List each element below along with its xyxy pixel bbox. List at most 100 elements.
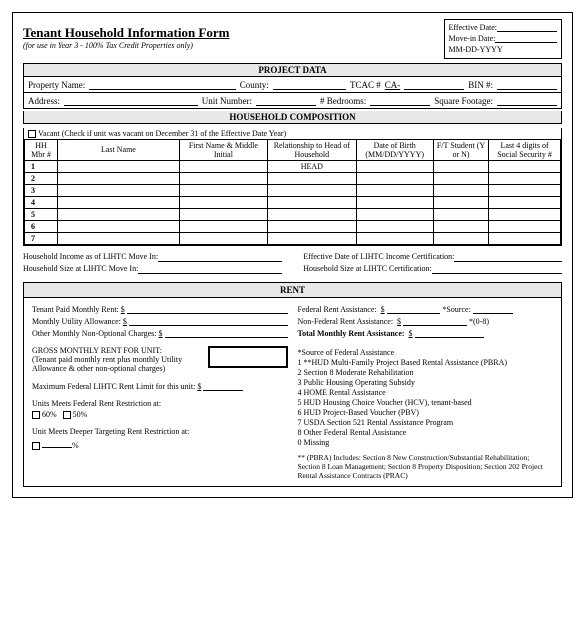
total-assist-field[interactable] bbox=[415, 328, 484, 338]
src-6: 6 HUD Project-Based Voucher (PBV) bbox=[298, 408, 554, 417]
cert-size-label: Household Size at LIHTC Certification: bbox=[303, 264, 431, 274]
gross-note: (Tenant paid monthly rent plus monthly U… bbox=[32, 355, 204, 373]
src-8: 8 Other Federal Rental Assistance bbox=[298, 428, 554, 437]
vacant-checkbox[interactable] bbox=[28, 130, 36, 138]
rent-section: RENT Tenant Paid Monthly Rent: $ Monthly… bbox=[23, 282, 562, 487]
cert-date-label: Effective Date of LIHTC Income Certifica… bbox=[303, 252, 454, 262]
effective-date-field[interactable] bbox=[497, 22, 557, 32]
project-row-2: Address: Unit Number: # Bedrooms: Square… bbox=[23, 93, 562, 109]
other-charges-field[interactable] bbox=[165, 328, 288, 338]
unit-number-label: Unit Number: bbox=[202, 96, 252, 106]
size-field[interactable] bbox=[138, 264, 281, 274]
movein-date-field[interactable] bbox=[495, 33, 557, 43]
tenant-paid-label: Tenant Paid Monthly Rent: bbox=[32, 305, 119, 314]
src-7: 7 USDA Section 521 Rental Assistance Pro… bbox=[298, 418, 554, 427]
bin-field[interactable] bbox=[497, 79, 557, 90]
utility-allow-field[interactable] bbox=[129, 316, 288, 326]
title-block: Tenant Household Information Form (for u… bbox=[23, 19, 229, 59]
pbra-note: ** (PBRA) Includes: Section 8 New Constr… bbox=[298, 453, 554, 480]
vacant-line: Vacant (Check if unit was vacant on Dece… bbox=[24, 128, 561, 139]
other-charges-label: Other Monthly Non-Optional Charges: bbox=[32, 329, 157, 338]
nonfed-assist-label: Non-Federal Rent Assistance: bbox=[298, 317, 394, 326]
income-label: Household Income as of LIHTC Move In: bbox=[23, 252, 158, 262]
chk-deeper[interactable] bbox=[32, 442, 40, 450]
income-field[interactable] bbox=[158, 252, 282, 262]
total-assist-label: Total Monthly Rent Assistance: bbox=[298, 329, 405, 338]
src-0: 0 Missing bbox=[298, 438, 554, 447]
date-box: Effective Date: Move-in Date: MM-DD-YYYY bbox=[444, 19, 563, 59]
meets-deeper-label: Unit Meets Deeper Targeting Rent Restric… bbox=[32, 427, 288, 436]
sqft-label: Square Footage: bbox=[434, 96, 493, 106]
gross-rent-field[interactable] bbox=[208, 346, 288, 368]
composition-table: HHMbr # Last Name First Name & Middle In… bbox=[24, 139, 561, 245]
county-field[interactable] bbox=[273, 79, 346, 90]
src-5: 5 HUD Housing Choice Voucher (HCV), tena… bbox=[298, 398, 554, 407]
sqft-field[interactable] bbox=[497, 95, 557, 106]
table-header-row: HHMbr # Last Name First Name & Middle In… bbox=[25, 139, 561, 160]
vacant-label: Vacant (Check if unit was vacant on Dece… bbox=[38, 129, 286, 138]
size-label: Household Size at LIHTC Move In: bbox=[23, 264, 138, 274]
col-ssn: Last 4 digits of Social Security # bbox=[489, 139, 561, 160]
cert-size-field[interactable] bbox=[432, 264, 562, 274]
composition-box: Vacant (Check if unit was vacant on Dece… bbox=[23, 128, 562, 246]
table-row: 5 bbox=[25, 208, 561, 220]
range-note: *(0-8) bbox=[469, 317, 489, 326]
src-3: 3 Public Housing Operating Subsidy bbox=[298, 378, 554, 387]
gross-label: GROSS MONTHLY RENT FOR UNIT: bbox=[32, 346, 204, 355]
col-firstname: First Name & Middle Initial bbox=[179, 139, 267, 160]
cert-date-field[interactable] bbox=[454, 252, 562, 262]
head-cell: HEAD bbox=[268, 160, 356, 172]
col-lastname: Last Name bbox=[58, 139, 180, 160]
fed-assist-field[interactable] bbox=[387, 304, 441, 314]
max-limit-label: Maximum Federal LIHTC Rent Limit for thi… bbox=[32, 382, 195, 391]
county-label: County: bbox=[240, 80, 269, 90]
effective-date-label: Effective Date: bbox=[449, 22, 498, 33]
src-header: *Source of Federal Assistance bbox=[298, 348, 554, 357]
max-limit-field[interactable] bbox=[203, 381, 243, 391]
table-row: 3 bbox=[25, 184, 561, 196]
src-4: 4 HOME Rental Assistance bbox=[298, 388, 554, 397]
rent-body: Tenant Paid Monthly Rent: $ Monthly Util… bbox=[24, 298, 561, 486]
form-title: Tenant Household Information Form bbox=[23, 25, 229, 41]
unit-number-field[interactable] bbox=[256, 95, 316, 106]
chk-50[interactable] bbox=[63, 411, 71, 419]
deeper-pct-field[interactable] bbox=[42, 438, 72, 448]
project-data-header: PROJECT DATA bbox=[23, 63, 562, 77]
table-row: 1HEAD bbox=[25, 160, 561, 172]
rent-left-col: Tenant Paid Monthly Rent: $ Monthly Util… bbox=[32, 304, 288, 480]
bin-label: BIN #: bbox=[468, 80, 493, 90]
property-name-label: Property Name: bbox=[28, 80, 85, 90]
address-label: Address: bbox=[28, 96, 60, 106]
table-row: 7 bbox=[25, 232, 561, 244]
property-name-field[interactable] bbox=[89, 79, 235, 90]
form-container: Tenant Household Information Form (for u… bbox=[12, 12, 573, 498]
tcac-label: TCAC # bbox=[350, 80, 381, 90]
nonfed-assist-field[interactable] bbox=[403, 316, 467, 326]
col-hh: HHMbr # bbox=[25, 139, 58, 160]
table-row: 4 bbox=[25, 196, 561, 208]
form-subtitle: (for use in Year 3 - 100% Tax Credit Pro… bbox=[23, 41, 229, 50]
movein-date-label: Move-in Date: bbox=[449, 33, 496, 44]
bedrooms-field[interactable] bbox=[370, 95, 430, 106]
tcac-field[interactable] bbox=[404, 79, 464, 90]
source-label: *Source: bbox=[442, 305, 470, 314]
rent-header: RENT bbox=[24, 283, 561, 298]
src-1: 1 **HUD Multi-Family Project Based Renta… bbox=[298, 358, 554, 367]
project-row-1: Property Name: County: TCAC # CA- BIN #: bbox=[23, 77, 562, 93]
chk-60[interactable] bbox=[32, 411, 40, 419]
header-row: Tenant Household Information Form (for u… bbox=[23, 19, 562, 59]
source-field[interactable] bbox=[473, 304, 513, 314]
tenant-paid-field[interactable] bbox=[127, 304, 288, 314]
fed-assist-label: Federal Rent Assistance: bbox=[298, 305, 377, 314]
col-dob: Date of Birth (MM/DD/YYYY) bbox=[356, 139, 433, 160]
src-2: 2 Section 8 Moderate Rehabilitation bbox=[298, 368, 554, 377]
table-row: 2 bbox=[25, 172, 561, 184]
address-field[interactable] bbox=[64, 95, 198, 106]
col-ft: F/T Student (Y or N) bbox=[433, 139, 488, 160]
meets-fed-label: Units Meets Federal Rent Restriction at: bbox=[32, 399, 288, 408]
below-table-info: Household Income as of LIHTC Move In: Ho… bbox=[23, 252, 562, 276]
utility-allow-label: Monthly Utility Allowance: bbox=[32, 317, 121, 326]
composition-header: HOUSEHOLD COMPOSITION bbox=[23, 111, 562, 124]
tcac-prefix: CA- bbox=[385, 80, 401, 90]
source-list: *Source of Federal Assistance 1 **HUD Mu… bbox=[298, 348, 554, 447]
